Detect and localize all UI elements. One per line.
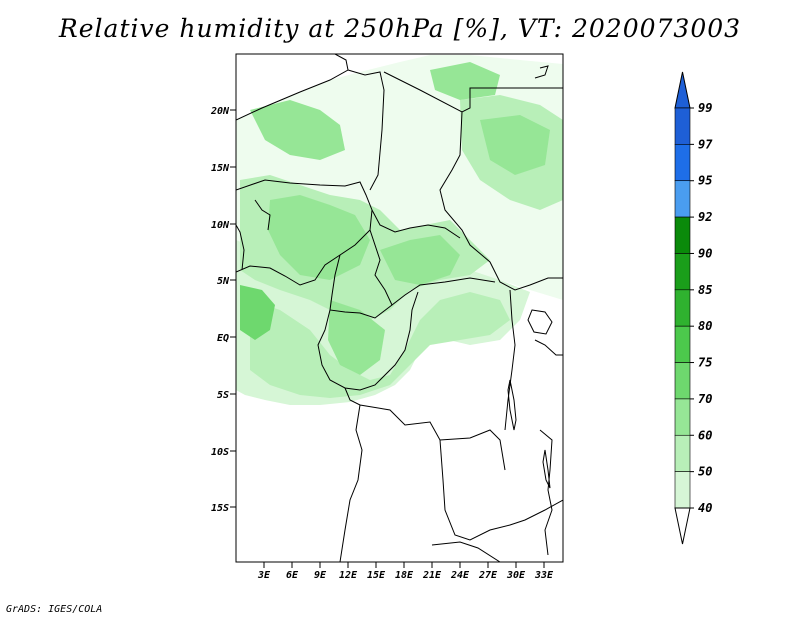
- humidity-band-10: [240, 285, 275, 340]
- lake-victoria: [527, 309, 553, 335]
- lon-label: 27E: [478, 570, 498, 581]
- border-line: [329, 254, 393, 319]
- colorbar-label: 92: [698, 210, 712, 224]
- colorbar-bottom-arrow: [674, 507, 691, 545]
- lon-axis: 3E 6E 9E 12E 15E 18E 21E 24E 27E 30E 33E: [257, 562, 554, 581]
- border-line: [254, 199, 271, 231]
- border-line: [539, 429, 553, 556]
- lat-label: EQ: [217, 333, 229, 344]
- colorbar-segment: [674, 180, 691, 218]
- colorbar-segment: [674, 325, 691, 363]
- lake-malawi: [542, 449, 551, 489]
- colorbar-segment: [674, 144, 691, 182]
- colorbar-label: 75: [698, 356, 712, 370]
- humidity-band-8: [480, 115, 550, 175]
- lat-label: 15S: [211, 503, 229, 514]
- border-line: [383, 71, 563, 113]
- border-line: [439, 439, 563, 541]
- border-line: [344, 387, 506, 471]
- border-line: [236, 54, 349, 121]
- border-line: [534, 339, 563, 356]
- border-line: [347, 69, 385, 191]
- lon-label: 12E: [339, 570, 358, 581]
- colorbar-label: 80: [698, 319, 712, 333]
- border-line: [504, 289, 516, 431]
- humidity-band-7: [250, 100, 345, 160]
- lat-axis: 20N 15N 10N 5N EQ 5S 10S 15S: [210, 106, 236, 514]
- country-borders: [236, 54, 563, 562]
- border-line: [431, 541, 501, 562]
- lon-label: 24E: [450, 570, 470, 581]
- border-line: [369, 229, 496, 306]
- colorbar-segment: [674, 289, 691, 327]
- border-line: [339, 404, 363, 562]
- lon-label: 33E: [534, 570, 554, 581]
- colorbar-label: 70: [698, 392, 712, 406]
- border-line: [236, 179, 373, 286]
- colorbar-segment: [674, 398, 691, 436]
- colorbar-label: 60: [698, 428, 712, 442]
- map-frame: [235, 53, 564, 563]
- lon-label: 3E: [257, 570, 271, 581]
- colorbar-label: 85: [698, 283, 712, 297]
- colorbar-label: 50: [698, 465, 712, 479]
- border-line: [371, 209, 461, 239]
- border-line: [317, 291, 419, 391]
- colorbar-segment: [674, 434, 691, 472]
- humidity-band-6: [380, 235, 460, 285]
- colorbar-label: 90: [698, 246, 712, 260]
- lon-label: 6E: [286, 570, 299, 581]
- colorbar-label: 97: [698, 137, 713, 151]
- colorbar-label: 99: [698, 101, 712, 115]
- lon-label: 15E: [367, 570, 386, 581]
- colorbar-segment: [674, 253, 691, 291]
- colorbar-label: 40: [698, 501, 712, 515]
- lat-label: 10S: [211, 447, 229, 458]
- lon-label: 18E: [395, 570, 414, 581]
- lat-label: 5S: [217, 390, 229, 401]
- lat-label: 20N: [210, 106, 230, 117]
- lat-label: 15N: [211, 163, 230, 174]
- lat-label: 10N: [211, 220, 230, 231]
- grads-credit: GrADS: IGES/COLA: [6, 604, 103, 615]
- lon-label: 21E: [422, 570, 442, 581]
- colorbar-segment: [674, 362, 691, 400]
- border-line: [439, 111, 563, 291]
- colorbar-top-arrow: [674, 71, 691, 109]
- colorbar-segment: [674, 107, 691, 145]
- lat-label: 5N: [217, 276, 230, 287]
- lon-label: 30E: [506, 570, 526, 581]
- border-line: [534, 65, 549, 79]
- colorbar: 99 97 95 92 90 85 80 75 70 60 50 40: [674, 71, 713, 545]
- chart-title: Relative humidity at 250hPa [%], VT: 202…: [58, 14, 742, 43]
- colorbar-label: 95: [698, 174, 712, 188]
- colorbar-segment: [674, 471, 691, 509]
- humidity-band-9: [430, 62, 500, 100]
- humidity-band-3: [250, 292, 510, 398]
- border-line: [236, 224, 245, 271]
- lake-tanganyika: [507, 379, 517, 431]
- lon-label: 9E: [314, 570, 327, 581]
- humidity-field: [236, 55, 563, 405]
- colorbar-segment: [674, 216, 691, 254]
- humidity-band-5: [328, 300, 385, 375]
- humidity-band-4: [268, 195, 370, 280]
